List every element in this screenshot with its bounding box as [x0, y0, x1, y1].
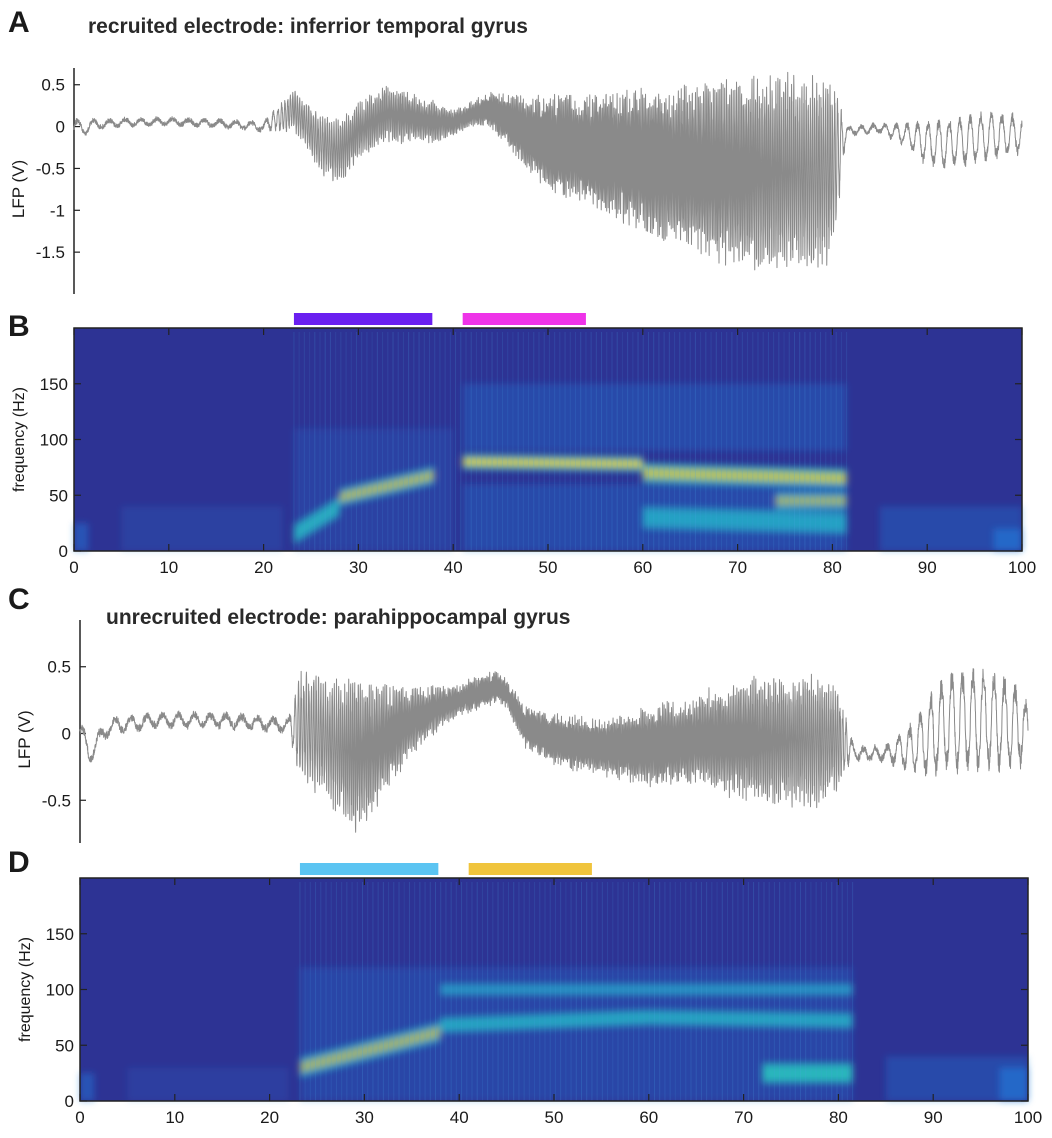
x-tick-label: 40 — [450, 1108, 469, 1127]
epoch-bar-2 — [468, 863, 592, 875]
panel-letter-a: A — [8, 6, 30, 39]
x-tick-label: 20 — [260, 1108, 279, 1127]
panel-letter-d: D — [8, 846, 30, 879]
x-tick-label: 30 — [349, 558, 368, 577]
x-tick-label: 10 — [159, 558, 178, 577]
x-tick-label: 20 — [254, 558, 273, 577]
y-tick-label: 0 — [59, 542, 68, 561]
y-tick-label: 100 — [40, 431, 68, 450]
lfp-panel-c: 0.5 0 -0.5 LFP (V) — [15, 620, 1029, 843]
spectral-band-core — [462, 457, 643, 468]
spectral-band-core — [642, 467, 847, 484]
panel-title-a: recruited electrode: inferrior temporal … — [88, 15, 528, 38]
spectral-power-region — [299, 967, 853, 1101]
x-tick-label: 50 — [539, 558, 558, 577]
spectrogram-panel-b: 0 50 100 150 0 10 20 30 40 50 60 70 80 90 100 frequency… — [11, 313, 1036, 577]
x-tick-label: 80 — [829, 1108, 848, 1127]
y-axis-label: frequency (Hz) — [11, 387, 28, 492]
y-tick-label: -0.5 — [42, 791, 71, 810]
spectral-power-region — [74, 523, 89, 551]
lfp-trace — [79, 668, 1029, 833]
spectral-power-region — [121, 506, 283, 551]
panel-letter-c: C — [8, 583, 30, 616]
x-tick-label: 100 — [1014, 1108, 1042, 1127]
y-tick-label: 50 — [49, 486, 68, 505]
y-tick-label: 0 — [62, 725, 71, 744]
x-tick-label: 70 — [728, 558, 747, 577]
y-tick-label: 0 — [56, 118, 65, 137]
y-axis-label: LFP (V) — [15, 710, 34, 768]
spectrogram-panel-d: 0 50 100 150 0 10 20 30 40 50 60 70 80 90 100 frequency… — [17, 863, 1042, 1127]
x-tick-label: 10 — [165, 1108, 184, 1127]
y-axis-label: frequency (Hz) — [17, 937, 34, 1042]
x-tick-label: 100 — [1008, 558, 1036, 577]
x-tick-label: 40 — [444, 558, 463, 577]
y-tick-label: 150 — [40, 375, 68, 394]
x-tick-label: 60 — [639, 1108, 658, 1127]
panel-title-c: unrecruited electrode: parahippocampal g… — [106, 606, 571, 629]
spectral-power-region — [127, 1067, 289, 1101]
spectral-power-region — [293, 428, 454, 551]
y-tick-label: -1.5 — [36, 243, 65, 262]
lfp-trace — [73, 71, 1023, 271]
epoch-bar-2 — [462, 313, 586, 325]
x-tick-label: 0 — [75, 1108, 84, 1127]
y-tick-label: -0.5 — [36, 159, 65, 178]
y-tick-label: 50 — [55, 1036, 74, 1055]
x-tick-label: 0 — [69, 558, 78, 577]
spectral-power-region — [462, 484, 847, 551]
panel-letter-b: B — [8, 310, 30, 343]
x-tick-label: 60 — [633, 558, 652, 577]
y-tick-label: -1 — [50, 201, 65, 220]
y-tick-label: 100 — [46, 981, 74, 1000]
epoch-bar-1 — [299, 863, 439, 875]
x-tick-label: 30 — [355, 1108, 374, 1127]
spectrogram-heat-layer — [74, 383, 1022, 551]
spectral-power-region — [999, 1067, 1028, 1101]
y-tick-label: 0.5 — [41, 76, 65, 95]
y-tick-label: 150 — [46, 925, 74, 944]
x-tick-label: 50 — [545, 1108, 564, 1127]
spectral-power-region — [462, 383, 847, 451]
x-tick-label: 80 — [823, 558, 842, 577]
spectral-band-core — [762, 1068, 853, 1079]
y-tick-label: 0 — [65, 1092, 74, 1111]
x-tick-label: 90 — [924, 1108, 943, 1127]
spectrogram-texture — [299, 882, 854, 1101]
spectrogram-texture — [293, 332, 848, 551]
spectral-power-region — [993, 528, 1022, 551]
spectral-power-region — [80, 1073, 95, 1101]
y-axis-label: LFP (V) — [9, 160, 28, 218]
lfp-panel-a: 0.5 0 -0.5 -1 -1.5 LFP (V) — [9, 68, 1023, 294]
epoch-bar-1 — [293, 313, 433, 325]
x-tick-label: 70 — [734, 1108, 753, 1127]
y-tick-label: 0.5 — [47, 658, 71, 677]
x-tick-label: 90 — [918, 558, 937, 577]
spectrogram-heat-layer — [80, 967, 1028, 1101]
